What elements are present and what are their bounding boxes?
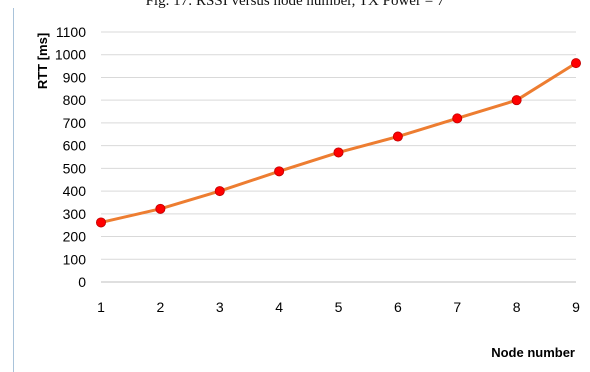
data-point (96, 217, 107, 228)
x-tick-label: 1 (97, 299, 105, 315)
x-tick-label: 8 (513, 299, 521, 315)
data-point (214, 186, 225, 197)
y-tick-label: 700 (63, 115, 87, 131)
data-points (96, 58, 582, 228)
data-point (511, 95, 522, 106)
data-point (392, 131, 403, 142)
gridlines (101, 31, 576, 283)
data-point (274, 166, 285, 177)
data-point (333, 147, 344, 158)
x-tick-labels: 1 2 3 4 5 6 7 8 9 (97, 299, 580, 315)
figure-caption: Fig. 17: RSSI versus node number, TX Pow… (145, 0, 445, 9)
x-tick-label: 2 (156, 299, 164, 315)
x-tick-label: 9 (572, 299, 580, 315)
x-tick-label: 6 (394, 299, 402, 315)
y-tick-label: 200 (63, 229, 87, 245)
x-axis-title: Node number (491, 345, 575, 360)
y-axis-title: RTT [ms] (35, 33, 50, 89)
data-point (452, 113, 463, 124)
data-point (571, 58, 582, 69)
y-tick-label: 600 (63, 138, 87, 154)
data-point (155, 203, 166, 214)
y-tick-label: 1000 (55, 47, 86, 63)
frame-left-border (13, 8, 14, 372)
y-tick-label: 400 (63, 183, 87, 199)
x-tick-label: 5 (335, 299, 343, 315)
x-tick-label: 3 (216, 299, 224, 315)
series-rtt (99, 61, 578, 224)
x-tick-label: 7 (453, 299, 461, 315)
y-tick-label: 1100 (56, 24, 86, 40)
y-tick-label: 0 (78, 274, 86, 290)
y-tick-label: 300 (63, 206, 87, 222)
x-tick-label: 4 (275, 299, 283, 315)
y-tick-labels: 0 100 200 300 400 500 600 700 800 900 1000 1100 (55, 24, 86, 290)
y-tick-label: 800 (63, 92, 87, 108)
series-line (99, 61, 578, 224)
y-tick-label: 100 (63, 251, 87, 267)
y-tick-label: 900 (63, 69, 87, 85)
y-tick-label: 500 (63, 160, 87, 176)
